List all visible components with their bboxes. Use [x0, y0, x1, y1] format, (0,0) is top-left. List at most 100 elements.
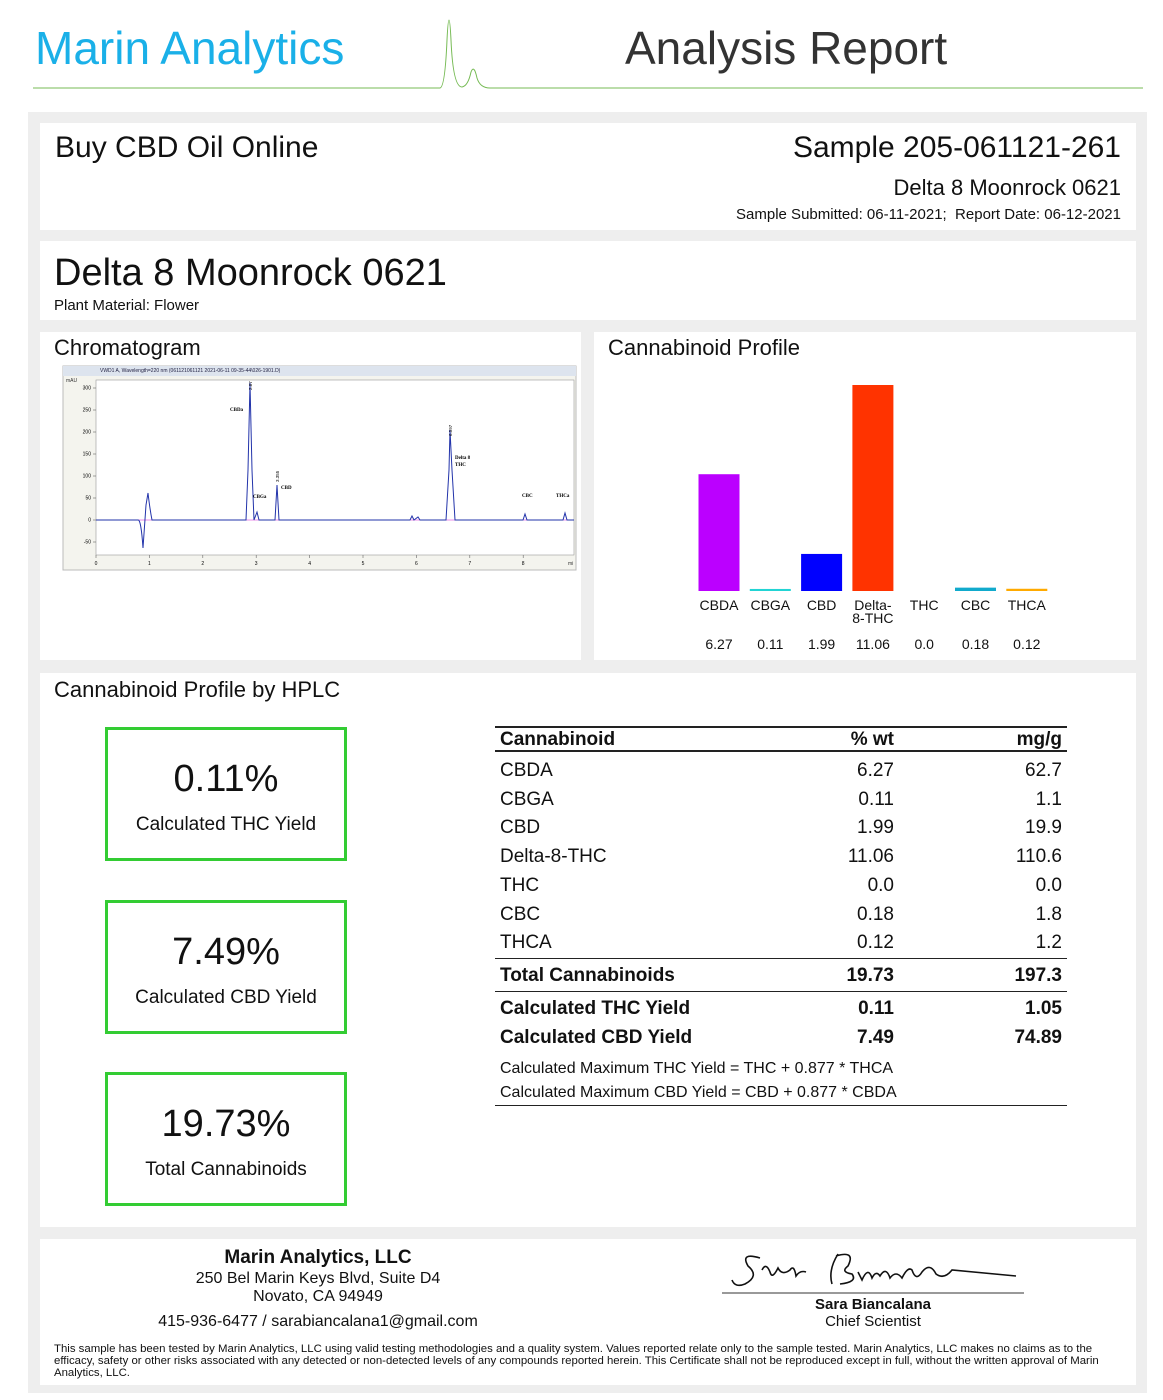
- cell: 19.73: [846, 965, 894, 986]
- y-tick-label: 100: [83, 474, 92, 480]
- card: [40, 123, 1136, 230]
- bar: [955, 587, 996, 591]
- summary-value: 0.11%: [173, 758, 279, 800]
- sample-dates: Sample Submitted: 06-11-2021; Report Dat…: [736, 206, 1121, 223]
- cell: 11.06: [847, 846, 894, 868]
- x-tick-label: CBC: [960, 597, 991, 613]
- cell: 0.0: [1035, 874, 1062, 896]
- report-title: Analysis Report: [625, 22, 948, 74]
- peak-label: CBD: [281, 486, 292, 491]
- cell: 1.2: [1035, 932, 1062, 954]
- signer-role: Chief Scientist: [825, 1313, 921, 1330]
- cell: THCA: [500, 932, 552, 954]
- x-tick-label: 1: [148, 561, 151, 567]
- card: [40, 673, 1136, 1227]
- x-tick-label: 8: [522, 561, 525, 567]
- cell: 197.3: [1014, 965, 1062, 986]
- header-rule: [33, 19, 1143, 89]
- x-tick-label: CBD: [806, 597, 837, 613]
- cell: 1.99: [857, 817, 894, 839]
- x-tick-label: 2: [201, 561, 204, 567]
- cell: 7.49: [857, 1027, 894, 1048]
- cell: 19.9: [1025, 817, 1062, 839]
- summary-value: 7.49%: [172, 930, 280, 973]
- summary-label: Calculated THC Yield: [135, 814, 317, 835]
- chromatogram-trace: [96, 382, 574, 549]
- cell: 74.89: [1014, 1027, 1062, 1048]
- value-label: 0.18: [961, 636, 990, 652]
- x-tick-label: CBGA: [750, 597, 791, 613]
- x-tick-label: CBDA: [699, 597, 739, 613]
- summary-box: 19.73% Total Cannabinoids: [105, 1072, 347, 1206]
- table-note: Calculated Maximum CBD Yield = CBD + 0.8…: [500, 1084, 897, 1101]
- retention-time: 3.355: [275, 470, 280, 482]
- chromatogram-caption: VWD1 A, Wavelength=220 nm (061121061121 …: [100, 368, 281, 374]
- product-name: Delta 8 Moonrock 0621: [54, 252, 447, 294]
- value-label: 1.99: [807, 636, 836, 652]
- cell: Calculated CBD Yield: [500, 1027, 693, 1048]
- x-tick-label: 7: [468, 561, 471, 567]
- table-rule: [495, 726, 1067, 728]
- peak-label: CBC: [522, 494, 533, 499]
- x-tick-label: Delta-8-THC: [852, 597, 894, 626]
- y-tick-label: -50: [84, 540, 91, 546]
- retention-time: 2.87: [248, 381, 253, 390]
- cell: 0.0: [867, 874, 894, 896]
- table-rule: [495, 750, 1067, 752]
- chromatogram-plot: [95, 379, 575, 556]
- cell: 1.1: [1035, 788, 1062, 810]
- y-tick-label: 50: [85, 496, 91, 502]
- summary-box: 7.49% Calculated CBD Yield: [105, 899, 347, 1034]
- x-unit: mi: [568, 561, 573, 567]
- y-tick-label: 300: [83, 386, 92, 392]
- cell: CBD: [500, 817, 541, 839]
- chromatogram-title: Chromatogram: [54, 335, 201, 360]
- sample-product: Delta 8 Moonrock 0621: [893, 175, 1121, 200]
- peak-label: THCa: [556, 494, 570, 499]
- cell: 0.12: [857, 932, 894, 954]
- sample-id: Sample 205-061121-261: [792, 131, 1121, 164]
- chart-title: Cannabinoid Profile: [608, 335, 801, 360]
- retention-time: 6.597: [448, 424, 453, 436]
- x-tick-label: 5: [362, 561, 365, 567]
- cell: Total Cannabinoids: [500, 965, 675, 986]
- peak-label: CBDa: [230, 408, 244, 413]
- x-tick-label: THCA: [1007, 597, 1046, 613]
- value-label: 6.27: [705, 636, 733, 652]
- bar: [698, 474, 740, 591]
- cell: 1.8: [1035, 903, 1062, 925]
- cell: 0.11: [858, 998, 894, 1019]
- cell: 6.27: [857, 760, 894, 781]
- y-unit: mAU: [66, 378, 78, 384]
- table-rule: [495, 958, 1067, 960]
- bar: [801, 553, 843, 591]
- cell: 1.05: [1025, 998, 1062, 1019]
- cell: THC: [500, 874, 540, 896]
- brand: Marin Analytics: [35, 22, 345, 74]
- client-name: Buy CBD Oil Online: [55, 131, 319, 164]
- x-tick-label: 4: [308, 561, 311, 567]
- summary-label: Calculated CBD Yield: [135, 986, 317, 1008]
- table-rule: [495, 1105, 1067, 1107]
- cell: Delta-8-THC: [500, 846, 607, 868]
- cell: 0.11: [858, 788, 894, 810]
- card: [40, 241, 1136, 320]
- x-tick-label: 0: [95, 561, 98, 567]
- cell: Calculated THC Yield: [500, 998, 691, 1019]
- x-tick-label: 6: [415, 561, 418, 567]
- contact: 415-936-6477 / sarabiancalana1@gmail.com: [158, 1313, 478, 1330]
- cell: 110.6: [1015, 846, 1062, 868]
- bar: [1006, 588, 1048, 591]
- value-label: 11.06: [855, 636, 890, 652]
- peak-label: THC: [455, 463, 466, 468]
- cell: mg/g: [1016, 729, 1062, 750]
- cell: % wt: [850, 729, 894, 750]
- chromatogram-titlebar: [63, 366, 576, 376]
- cell: CBC: [500, 903, 541, 925]
- disclaimer: This sample has been tested by Marin Ana…: [54, 1343, 1099, 1379]
- summary-label: Total Cannabinoids: [145, 1159, 307, 1180]
- cell: 62.7: [1025, 760, 1062, 781]
- peak-label: Delta 8: [455, 456, 471, 461]
